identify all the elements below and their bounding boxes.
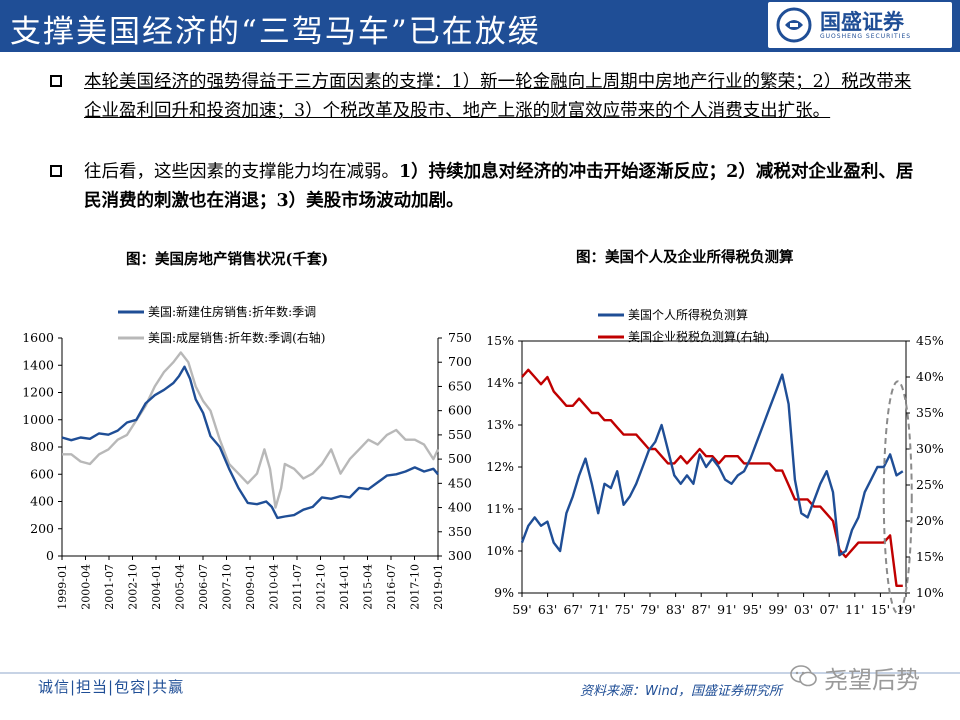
y-right-tick-label: 25%: [916, 477, 944, 492]
x-tick-label: 15': [871, 602, 890, 617]
y-right-tick-label: 35%: [916, 405, 944, 420]
y-right-tick-label: 450: [448, 475, 472, 490]
x-tick-label: 2007-10: [221, 564, 234, 610]
x-tick-label: 59': [512, 602, 531, 617]
watermark-text: 尧望后势: [824, 666, 920, 694]
x-tick-label: 2011-07: [291, 564, 304, 610]
x-tick-label: 2019-01: [432, 564, 445, 610]
y-left-tick-label: 400: [30, 494, 54, 509]
x-tick-label: 2010-04: [268, 564, 281, 610]
y-left-tick-label: 800: [30, 439, 54, 454]
bullet-2-points: 1）持续加息对经济的冲击开始逐渐反应；2）减税对企业盈利、居民消费的刺激也在消退…: [84, 162, 914, 211]
bullet-marker: [50, 165, 62, 177]
y-right-tick-label: 45%: [916, 333, 944, 348]
x-tick-label: 2017-10: [409, 564, 422, 610]
x-tick-label: 67': [564, 602, 583, 617]
y-left-tick-label: 13%: [486, 417, 514, 432]
x-tick-label: 2005-04: [174, 564, 187, 610]
x-tick-label: 11': [845, 602, 864, 617]
x-tick-label: 03': [794, 602, 813, 617]
header-bar: 支撑美国经济的“三驾马车”已在放缓 国盛证券 GUOSHENG SECURITI…: [0, 0, 960, 52]
series-line-1: [520, 373, 904, 557]
y-right-tick-label: 350: [448, 524, 472, 539]
y-right-tick-label: 30%: [916, 441, 944, 456]
x-tick-label: 1999-01: [56, 564, 69, 610]
bullet-text: 往后看，这些因素的支撑能力均在减弱。1）持续加息对经济的冲击开始逐渐反应；2）减…: [84, 158, 924, 216]
y-left-tick-label: 15%: [486, 333, 514, 348]
brand-name: 国盛证券: [820, 10, 904, 34]
footer-divider: [0, 672, 960, 674]
x-tick-label: 99': [768, 602, 787, 617]
y-left-tick-label: 200: [30, 521, 54, 536]
y-right-tick-label: 700: [448, 354, 472, 369]
y-left-tick-label: 9%: [494, 585, 514, 600]
y-right-tick-label: 750: [448, 330, 472, 345]
x-tick-label: 2002-10: [127, 564, 140, 610]
x-tick-label: 71': [589, 602, 608, 617]
x-tick-label: 19': [896, 602, 915, 617]
x-tick-label: 75': [615, 602, 634, 617]
x-tick-label: 2015-04: [362, 564, 375, 610]
bullet-2-intro: 往后看，这些因素的支撑能力均在减弱。: [84, 162, 399, 182]
y-left-tick-label: 1400: [22, 357, 54, 372]
highlight-ellipse: [882, 380, 913, 615]
y-left-tick-label: 11%: [486, 501, 514, 516]
x-tick-label: 2014-01: [338, 564, 351, 610]
bullet-1-text: 本轮美国经济的强势得益于三方面因素的支撑：1）新一轮金融向上周期中房地产行业的繁…: [84, 72, 912, 121]
series-line-1: [61, 365, 439, 520]
x-tick-label: 95': [743, 602, 762, 617]
page-title: 支撑美国经济的“三驾马车”已在放缓: [10, 14, 541, 50]
chat-icon: [790, 665, 817, 687]
x-tick-label: 83': [666, 602, 685, 617]
x-tick-label: 79': [640, 602, 659, 617]
chart-2-title: 图：美国个人及企业所得税负测算: [576, 249, 794, 266]
x-tick-label: 2009-01: [244, 564, 257, 610]
legend-label: 美国:成屋销售:折年数:季调(右轴): [148, 330, 326, 345]
brand-logo-icon: [776, 7, 812, 43]
x-tick-label: 63': [538, 602, 557, 617]
y-right-tick-label: 500: [448, 451, 472, 466]
y-left-tick-label: 0: [46, 548, 54, 563]
bullet-marker: [50, 75, 62, 87]
y-right-tick-label: 400: [448, 500, 472, 515]
x-tick-label: 2006-07: [197, 564, 210, 610]
y-left-tick-label: 10%: [486, 543, 514, 558]
footer-slogan: 诚信|担当|包容|共赢: [38, 678, 185, 696]
y-right-tick-label: 20%: [916, 513, 944, 528]
chart-1-title: 图：美国房地产销售状况(千套): [126, 251, 329, 268]
legend-label: 美国:新建住房销售:折年数:季调: [148, 304, 316, 319]
y-left-tick-label: 1600: [22, 330, 54, 345]
bullet-text: 本轮美国经济的强势得益于三方面因素的支撑：1）新一轮金融向上周期中房地产行业的繁…: [84, 68, 924, 126]
x-tick-label: 87': [692, 602, 711, 617]
y-left-tick-label: 1000: [22, 412, 54, 427]
legend-label: 美国个人所得税负测算: [628, 307, 748, 322]
x-tick-label: 2016-07: [385, 564, 398, 610]
x-tick-label: 2000-04: [80, 564, 93, 610]
y-right-tick-label: 40%: [916, 369, 944, 384]
y-right-tick-label: 10%: [916, 585, 944, 600]
y-right-tick-label: 550: [448, 427, 472, 442]
footer-source: 资料来源：Wind，国盛证券研究所: [580, 684, 782, 699]
brand-subtitle: GUOSHENG SECURITIES: [820, 33, 912, 40]
y-right-tick-label: 600: [448, 403, 472, 418]
x-tick-label: 91': [717, 602, 736, 617]
y-right-tick-label: 300: [448, 548, 472, 563]
x-tick-label: 2012-10: [315, 564, 328, 610]
y-left-tick-label: 14%: [486, 375, 514, 390]
y-left-tick-label: 600: [30, 466, 54, 481]
y-right-tick-label: 15%: [916, 549, 944, 564]
legend-label: 美国企业税税负测算(右轴): [628, 329, 769, 344]
x-tick-label: 2004-01: [150, 564, 163, 610]
chart-1-plot: [58, 310, 442, 560]
y-left-tick-label: 1200: [22, 385, 54, 400]
y-left-tick-label: 12%: [486, 459, 514, 474]
series-line-2: [62, 351, 440, 509]
x-tick-label: 2001-07: [103, 564, 116, 610]
y-right-tick-label: 650: [448, 378, 472, 393]
chart-2-plot: [518, 313, 913, 615]
brand-logo: 国盛证券 GUOSHENG SECURITIES: [768, 2, 952, 48]
x-tick-label: 07': [820, 602, 839, 617]
